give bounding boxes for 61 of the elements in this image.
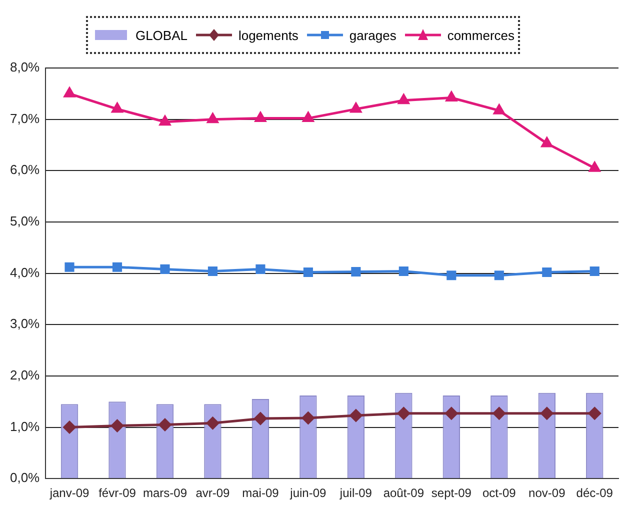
point [64,87,76,98]
y-tick-label: 8,0% [10,60,40,75]
legend-label: logements [238,28,298,42]
point [398,94,410,104]
point [494,270,504,280]
legend-label: commerces [447,28,515,42]
point [303,267,313,278]
x-tick-label: déc-09 [576,486,614,500]
y-tick-label: 3,0% [10,316,40,332]
point [254,412,267,425]
x-tick-label: août-09 [383,486,424,500]
point [160,264,170,274]
legend-label: GLOBAL [135,28,188,42]
point [254,112,266,122]
point [256,264,266,274]
point [445,407,458,420]
x-tick-label: févr-09 [98,486,136,500]
y-tick-label: 4,0% [10,264,40,280]
x-tick-label: avr-09 [196,486,230,500]
point [492,407,506,420]
point [63,421,76,434]
point [207,113,218,124]
point [302,412,314,424]
point [446,92,457,102]
point [588,407,601,420]
point [589,162,600,172]
y-tick-label: 7,0% [10,110,40,126]
point [112,102,123,113]
x-tick-label: mars-09 [142,486,188,500]
y-tick-label: 2,0% [10,368,40,383]
x-tick-label: juil-09 [338,486,372,500]
point [64,262,74,272]
point [540,407,554,420]
point [206,416,219,430]
legend-label: garages [349,28,396,42]
y-tick-label: 5,0% [10,214,40,229]
point [302,112,314,122]
x-tick-label: janv-09 [48,486,90,500]
point [397,407,410,420]
y-tick-label: 1,0% [10,418,40,434]
x-tick-label: juin-09 [289,486,327,500]
x-tick-label: mai-09 [242,486,280,500]
point [398,266,408,276]
x-tick-label: sept-09 [431,486,472,500]
point [494,104,505,114]
point [112,262,122,272]
point [158,418,172,431]
x-tick-label: oct-09 [482,486,516,500]
y-tick-label: 0,0% [10,470,40,486]
point [542,267,552,278]
point [350,409,362,422]
point [590,266,600,276]
point [351,266,361,277]
point [159,116,171,126]
point [541,137,552,148]
point [208,266,218,276]
point [446,270,456,280]
point [110,419,124,432]
x-tick-label: nov-09 [528,486,566,500]
point [350,102,362,113]
y-tick-label: 6,0% [10,162,40,178]
